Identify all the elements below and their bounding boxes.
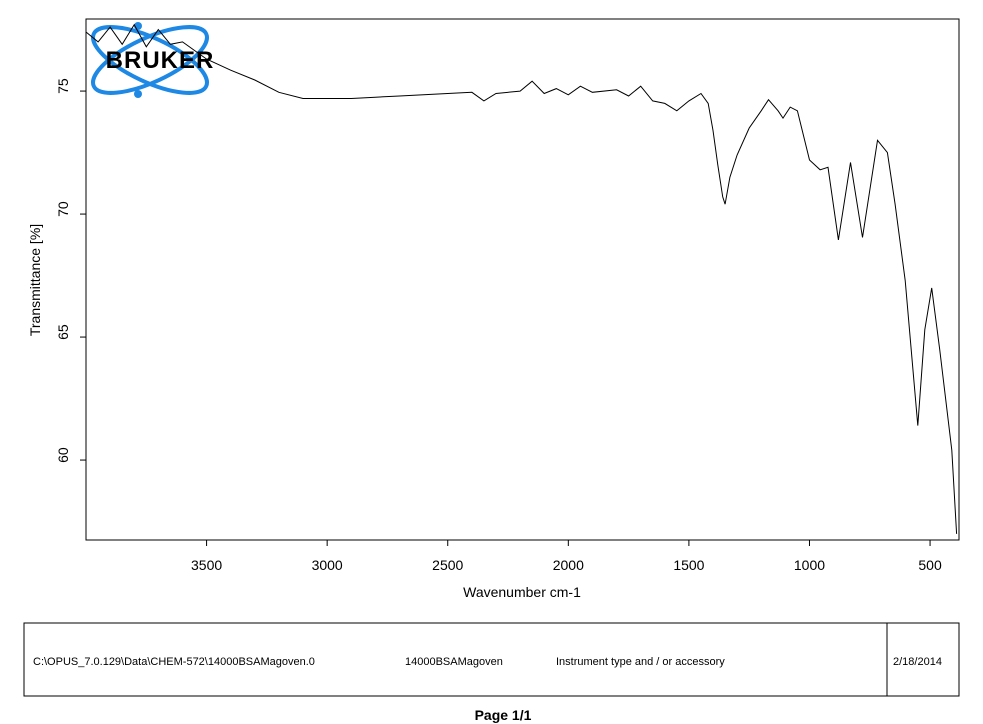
y-axis-label: Transmittance [%] [27,224,43,336]
x-axis-label: Wavenumber cm-1 [463,584,581,600]
x-tick-label: 1000 [794,557,825,573]
x-tick-label: 2500 [432,557,463,573]
y-tick-label: 70 [55,201,71,217]
date: 2/18/2014 [893,656,942,668]
sample-name: 14000BSAMagoven [405,656,503,668]
x-tick-label: 3000 [312,557,343,573]
x-tick-label: 3500 [191,557,222,573]
plot-frame [85,18,960,541]
logo-text: BRUKER [106,47,215,74]
instrument: Instrument type and / or accessory [556,656,725,668]
y-tick-label: 60 [55,447,71,463]
spectrum-line [85,23,958,534]
y-tick-label: 75 [55,78,71,94]
file-path: C:\OPUS_7.0.129\Data\CHEM-572\14000BSAMa… [33,656,315,668]
logo: BRUKER [91,22,215,98]
x-tick-label: 2000 [553,557,584,573]
x-tick-label: 500 [918,557,942,573]
footer-box [23,622,960,697]
y-tick-label: 65 [55,324,71,340]
page-number: Page 1/1 [475,707,532,723]
x-tick-label: 1500 [673,557,704,573]
